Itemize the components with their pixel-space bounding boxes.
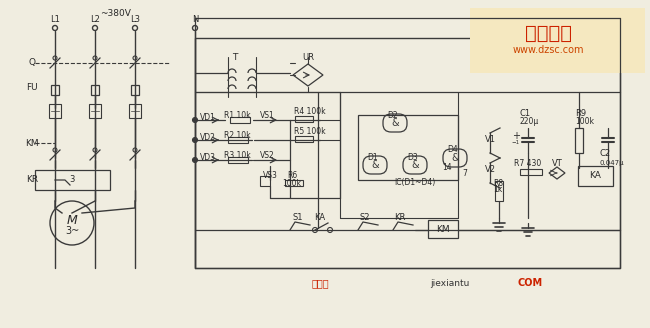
Bar: [129, 104, 141, 118]
Text: L3: L3: [130, 15, 140, 25]
Text: S2: S2: [359, 214, 370, 222]
Text: www.dzsc.com: www.dzsc.com: [512, 45, 584, 55]
Text: −1: −1: [512, 139, 520, 145]
Circle shape: [192, 157, 198, 162]
Bar: [230, 117, 250, 123]
Text: UR: UR: [302, 53, 314, 63]
Text: D4: D4: [447, 146, 458, 154]
Text: VS2: VS2: [259, 152, 274, 160]
Text: COM: COM: [517, 278, 543, 288]
Text: 1k: 1k: [493, 186, 502, 195]
Text: KA: KA: [315, 214, 326, 222]
Text: R7 430: R7 430: [514, 158, 541, 168]
Text: VD3: VD3: [200, 153, 216, 161]
Text: 7: 7: [463, 169, 467, 177]
Text: Q: Q: [29, 58, 36, 68]
Text: &: &: [391, 118, 399, 128]
Circle shape: [192, 137, 198, 142]
Bar: [295, 116, 313, 122]
Text: T: T: [232, 53, 238, 63]
Text: R8: R8: [493, 178, 503, 188]
Text: KR: KR: [395, 214, 406, 222]
Text: C1: C1: [520, 109, 531, 117]
Text: FU: FU: [26, 84, 38, 92]
Text: IC(D1~D4): IC(D1~D4): [395, 178, 436, 188]
Bar: [228, 137, 248, 143]
Text: KM: KM: [436, 224, 450, 234]
Text: 100k: 100k: [575, 116, 594, 126]
Bar: [285, 180, 303, 186]
Text: &: &: [371, 160, 379, 170]
Text: S1: S1: [292, 214, 304, 222]
Text: R2 10k: R2 10k: [224, 132, 250, 140]
Text: M: M: [66, 214, 77, 227]
Bar: [35, 170, 110, 190]
Text: 3~: 3~: [65, 226, 79, 236]
Bar: [578, 166, 613, 186]
Bar: [49, 104, 61, 118]
Bar: [295, 136, 313, 142]
Text: V1: V1: [484, 135, 495, 145]
Text: KR: KR: [26, 175, 38, 184]
Text: N: N: [192, 15, 198, 25]
Text: L1: L1: [50, 15, 60, 25]
Text: KA: KA: [589, 172, 601, 180]
Text: VS3: VS3: [263, 172, 278, 180]
Text: R9: R9: [575, 109, 586, 117]
Bar: [575, 128, 583, 153]
Text: KM: KM: [25, 138, 39, 148]
Bar: [520, 169, 542, 175]
Bar: [91, 85, 99, 95]
Bar: [131, 85, 139, 95]
Text: 维库一卜: 维库一卜: [525, 24, 571, 43]
Text: D2: D2: [387, 111, 398, 119]
Bar: [428, 220, 458, 238]
Text: C2: C2: [600, 149, 611, 157]
Bar: [470, 8, 645, 73]
Text: 14: 14: [442, 163, 452, 173]
Text: VT: VT: [552, 158, 562, 168]
Text: VD2: VD2: [200, 133, 216, 141]
Text: &: &: [451, 153, 459, 163]
Text: VD1: VD1: [200, 113, 216, 121]
Text: R6: R6: [287, 172, 297, 180]
Text: 100k: 100k: [283, 178, 302, 188]
Text: L2: L2: [90, 15, 100, 25]
Text: R3 10k: R3 10k: [224, 152, 250, 160]
Bar: [195, 38, 620, 268]
Text: VS1: VS1: [259, 112, 274, 120]
Text: 3: 3: [70, 175, 75, 184]
Text: V2: V2: [484, 166, 495, 174]
Text: R5 100k: R5 100k: [294, 128, 326, 136]
Bar: [495, 181, 503, 201]
Bar: [51, 85, 59, 95]
Circle shape: [192, 117, 198, 122]
Text: 0.047μ: 0.047μ: [600, 160, 625, 166]
Text: D1: D1: [367, 153, 378, 161]
Text: 接线图: 接线图: [311, 278, 329, 288]
Text: R4 100k: R4 100k: [294, 108, 326, 116]
Bar: [358, 115, 458, 180]
Text: R1 10k: R1 10k: [224, 112, 250, 120]
Text: &: &: [411, 160, 419, 170]
Text: ~380V: ~380V: [99, 9, 131, 17]
Bar: [228, 157, 248, 163]
Text: D3: D3: [407, 153, 418, 161]
Text: jiexiantu: jiexiantu: [430, 279, 470, 288]
Bar: [260, 176, 270, 186]
Text: 220μ: 220μ: [520, 116, 540, 126]
Bar: [89, 104, 101, 118]
Text: +: +: [512, 131, 520, 141]
